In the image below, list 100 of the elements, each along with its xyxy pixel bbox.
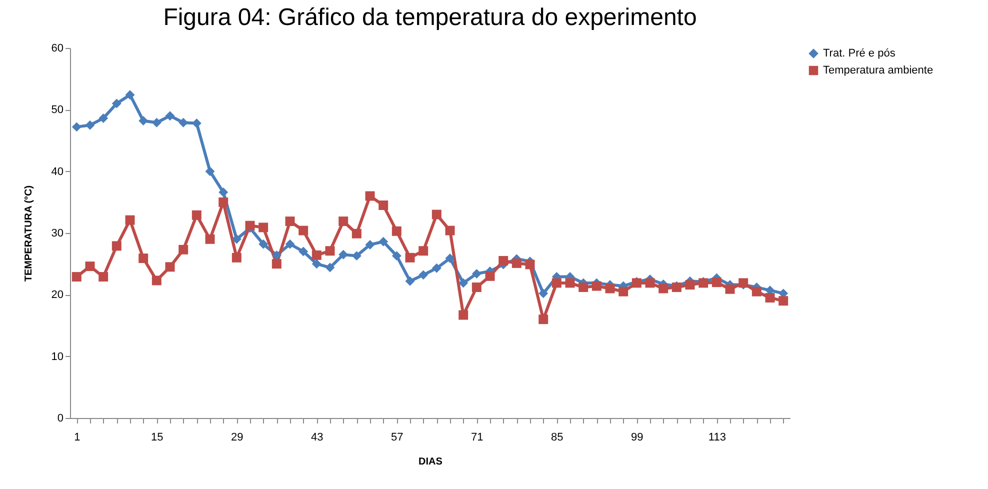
point	[592, 281, 602, 291]
point	[565, 278, 575, 288]
x-tick-label: 71	[471, 432, 484, 444]
x-tick-label: 1	[74, 432, 80, 444]
point	[98, 272, 108, 282]
point	[232, 234, 242, 244]
point	[338, 216, 348, 226]
point	[298, 246, 308, 256]
point	[178, 244, 188, 254]
point	[458, 310, 468, 320]
y-tick-label: 30	[51, 228, 64, 240]
point	[392, 251, 402, 261]
point	[178, 118, 188, 128]
point	[272, 259, 282, 269]
point	[498, 256, 508, 266]
x-axis-title: DIAS	[418, 456, 443, 468]
point	[712, 278, 722, 288]
x-tick-label: 99	[631, 432, 644, 444]
x-tick-label: 43	[311, 432, 324, 444]
point	[445, 254, 455, 264]
point	[525, 260, 535, 270]
point	[658, 284, 668, 294]
point	[418, 246, 428, 256]
point	[538, 288, 548, 298]
point	[645, 278, 655, 288]
point	[218, 197, 228, 207]
y-tick-label: 20	[51, 289, 64, 302]
point	[432, 263, 442, 273]
point	[72, 122, 82, 132]
point	[405, 252, 415, 262]
point	[72, 272, 82, 282]
point	[312, 259, 322, 269]
point	[112, 241, 122, 251]
point	[418, 270, 428, 280]
point	[472, 282, 482, 292]
point	[192, 210, 202, 220]
point	[725, 284, 735, 294]
point	[125, 90, 135, 100]
point	[365, 240, 375, 250]
point	[165, 111, 175, 121]
point	[258, 239, 268, 249]
point	[325, 262, 335, 272]
legend-label: Trat. Pré e pós	[823, 48, 896, 60]
y-tick-label: 10	[51, 350, 64, 363]
legend-label: Temperatura ambiente	[823, 64, 934, 76]
point	[232, 252, 242, 262]
point	[125, 215, 135, 225]
point	[538, 314, 548, 324]
x-tick-label: 85	[551, 432, 564, 444]
y-tick-label: 50	[51, 104, 64, 116]
point	[85, 120, 95, 130]
point	[365, 191, 375, 201]
point	[552, 278, 562, 288]
point	[605, 284, 615, 294]
point	[312, 250, 322, 260]
point	[98, 114, 108, 124]
chart-title: Figura 04: Gráfico da temperatura do experimento	[163, 4, 697, 31]
x-tick-label: 15	[151, 432, 164, 444]
point	[285, 216, 295, 226]
point	[618, 286, 628, 296]
y-tick-label: 40	[51, 166, 64, 178]
point	[205, 166, 215, 176]
point	[272, 250, 282, 260]
point	[338, 250, 348, 260]
point	[778, 296, 788, 306]
point	[165, 262, 175, 272]
point	[152, 118, 162, 128]
point	[392, 226, 402, 236]
point	[192, 118, 202, 128]
point	[258, 222, 268, 232]
point	[432, 210, 442, 220]
point	[685, 280, 695, 290]
point	[352, 251, 362, 261]
point	[752, 286, 762, 296]
y-tick-label: 60	[51, 42, 64, 54]
point	[325, 246, 335, 256]
point	[152, 276, 162, 286]
point	[765, 293, 775, 302]
point	[218, 188, 228, 198]
y-axis-title: TEMPERATURA (°C)	[23, 185, 34, 282]
point	[485, 271, 495, 281]
x-tick-label: 57	[391, 432, 404, 444]
point	[85, 262, 95, 272]
point	[458, 278, 468, 288]
point	[112, 98, 122, 108]
point	[205, 234, 215, 244]
point	[138, 116, 148, 126]
point	[405, 276, 415, 286]
y-tick-label: 0	[57, 412, 64, 424]
point	[138, 254, 148, 264]
point	[378, 236, 388, 246]
point	[512, 258, 522, 268]
x-tick-label: 113	[708, 432, 726, 444]
point	[445, 226, 455, 236]
point	[285, 239, 295, 249]
point	[472, 268, 482, 278]
point	[352, 228, 362, 238]
point	[378, 200, 388, 210]
point	[298, 226, 308, 236]
point	[578, 282, 588, 292]
